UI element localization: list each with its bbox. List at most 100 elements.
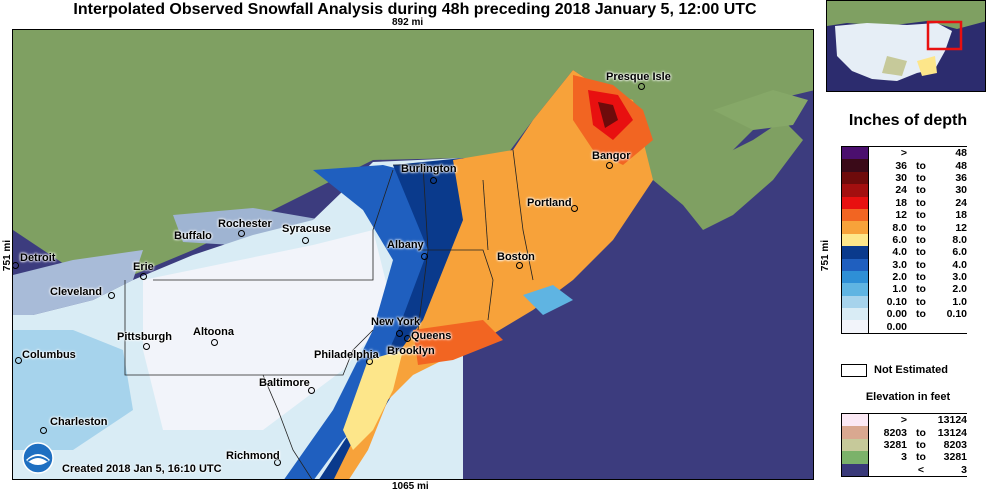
snow-legend-high-value: 24 [955,196,967,209]
snow-legend-low-value: 6.0 [892,233,907,246]
heavy-blue-band [319,158,468,479]
snow-legend-low-value: 18 [895,196,907,209]
noaa-logo-icon [22,442,54,474]
snowfall-map[interactable] [12,29,814,480]
elevation-legend-range-word: to [916,426,926,439]
snow-legend-range-word: to [916,283,926,296]
inset-focus-box [926,20,963,51]
queens-marker [404,335,411,342]
elevation-legend-low-value: 3 [901,451,907,464]
elevation-legend-row: <3 [841,463,967,476]
city-label-buffalo: Buffalo [174,230,212,242]
city-label-rochester: Rochester [218,218,272,230]
city-label-columbus: Columbus [22,349,76,361]
elevation-legend-title: Elevation in feet [865,391,951,403]
lake-erie [13,250,143,315]
snow-legend-high-value: 30 [955,184,967,197]
locator-inset-map[interactable] [826,0,986,92]
snow-legend-swatch [841,246,869,259]
nj-coast-snow [343,350,403,450]
snow-legend-high-value: 48 [955,159,967,172]
inset-canvas [827,1,985,91]
city-label-queens: Queens [411,330,452,342]
island-land [713,90,808,130]
city-label-erie: Erie [133,261,154,273]
snow-legend-swatch [841,196,869,209]
legend-title: Inches of depth [848,112,968,129]
city-label-richmond: Richmond [226,450,280,462]
snow-legend-low-value: > [900,147,907,160]
snow-legend-row: 1.0 to 2.0 [841,283,967,296]
elevation-legend-swatch [841,426,869,439]
city-label-charleston: Charleston [50,416,108,428]
cleveland-marker [108,292,115,299]
state-borders [124,149,534,479]
snow-legend-range-word: to [916,209,926,222]
snow-legend-swatch [841,159,869,172]
snow-legend-row: 36 to 48 [841,159,967,172]
maine-extreme-snow [598,102,618,128]
snow-legend-low-value: 2.0 [892,271,907,284]
top-distance-label: 892 mi [392,17,424,28]
elevation-legend-high-value: 13124 [937,426,967,439]
snow-legend-row: 24 to 30 [841,184,967,197]
columbus-marker [15,357,22,364]
pittsburgh-marker [143,343,150,350]
snow-legend-row: 4.0 to 6.0 [841,246,967,259]
city-label-pittsburgh: Pittsburgh [117,331,172,343]
snow-legend-range-word: to [916,271,926,284]
bottom-distance-label: 1065 mi [392,481,429,492]
snow-legend-low-value: 24 [895,184,907,197]
snow-legend-range-word: to [916,221,926,234]
snow-legend-swatch [841,171,869,185]
elevation-legend-high-value: 3281 [943,451,967,464]
snow-legend-swatch [841,233,869,247]
map-canvas [13,30,813,479]
snow-legend-range-word: to [916,295,926,308]
philadelphia-marker [366,358,373,365]
erie-marker [140,273,147,280]
new-york-marker [396,330,403,337]
snow-legend-swatch [841,283,869,296]
snow-legend-low-value: 36 [895,159,907,172]
snow-legend-swatch [841,270,869,284]
maritime-land [653,120,803,230]
new-england-snow [333,70,653,479]
city-label-cleveland: Cleveland [50,286,102,298]
elevation-legend-swatch [841,414,869,427]
map-title: Interpolated Observed Snowfall Analysis … [73,1,757,18]
snow-legend-high-value: 4.0 [952,258,967,271]
elevation-legend-swatch [841,451,869,464]
city-label-syracuse: Syracuse [282,223,331,235]
elevation-legend-range-word: < [917,463,925,476]
bangor-marker [606,162,613,169]
snow-legend-high-value: 2.0 [952,283,967,296]
boston-marker [516,262,523,269]
elevation-legend-high-value: 8203 [943,438,967,451]
elevation-legend-low-value: > [900,414,907,427]
right-distance-label: 751 mi [820,239,832,272]
snow-legend-swatch [841,258,869,271]
richmond-marker [274,459,281,466]
brooklyn-marker [390,348,397,355]
snow-legend-row: >48 [841,147,967,160]
snow-legend-row: 3.0 to 4.0 [841,258,967,271]
snow-legend-range-word: to [916,159,926,172]
snow-legend-range-word: to [916,258,926,271]
snow-legend-low-value: 0.10 [886,295,907,308]
city-label-new-york: New York [371,316,421,328]
snow-legend-low-value: 3.0 [892,258,907,271]
elevation-legend-range-word: to [916,451,926,464]
portland-marker [571,205,578,212]
city-label-portland: Portland [527,197,572,209]
snow-legend-high-value: 3.0 [952,271,967,284]
snow-legend-range-word: to [916,171,926,184]
snow-legend-row: 0.00 [841,320,967,333]
city-label-bangor: Bangor [592,150,631,162]
snow-legend-range-word: to [916,246,926,259]
snow-legend-row: 18 to 24 [841,196,967,209]
snow-legend-swatch [841,184,869,197]
snow-legend-high-value: 8.0 [952,233,967,246]
snow-legend-high-value: 48 [955,147,967,160]
snow-legend-low-value: 12 [895,209,907,222]
